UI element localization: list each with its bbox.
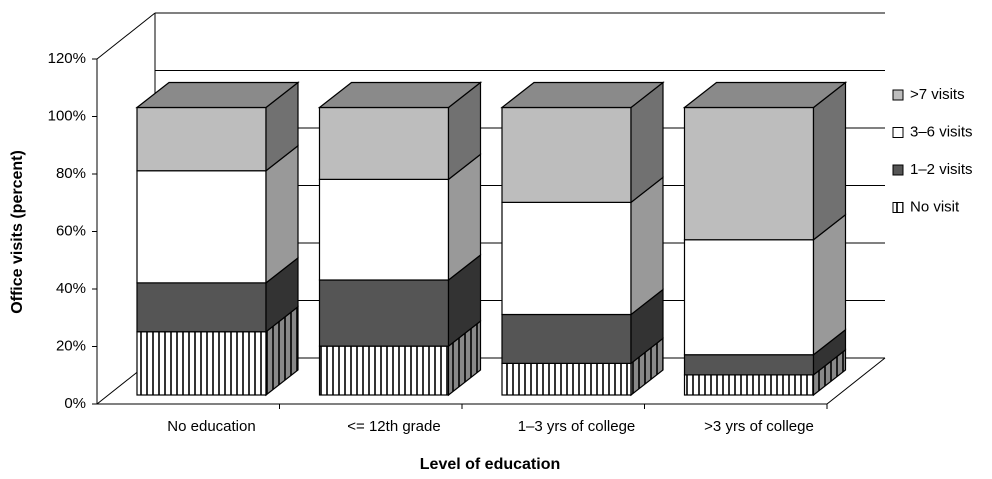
x-tick-label: <= 12th grade bbox=[347, 418, 440, 435]
bar-segment bbox=[501, 313, 632, 364]
floor-right bbox=[826, 357, 886, 405]
bar-top bbox=[135, 81, 300, 109]
y-tick-label: 60% bbox=[56, 222, 86, 239]
y-tick-label: 20% bbox=[56, 337, 86, 354]
x-axis-title: Level of education bbox=[420, 456, 560, 473]
legend-swatch bbox=[892, 202, 904, 213]
bar-segment bbox=[318, 345, 450, 396]
bar-segment bbox=[501, 106, 632, 203]
legend-label: 3–6 visits bbox=[910, 123, 973, 140]
x-tick-label: 1–3 yrs of college bbox=[518, 418, 636, 435]
wall-diagonal bbox=[96, 12, 156, 60]
legend-swatch bbox=[892, 127, 904, 138]
legend-swatch bbox=[892, 89, 904, 101]
bar-segment bbox=[501, 201, 632, 316]
bar-segment bbox=[318, 106, 450, 180]
bar-segment bbox=[136, 331, 267, 396]
bar-side bbox=[812, 81, 847, 241]
bar-segment bbox=[501, 362, 632, 396]
y-tick-label: 80% bbox=[56, 165, 86, 182]
bar-segment bbox=[318, 279, 450, 347]
bars: No education <= 12th grade 1–3 yrs of coll… bbox=[135, 81, 848, 435]
bar-segment bbox=[683, 354, 815, 376]
bar-segment bbox=[136, 282, 267, 333]
bar-segment bbox=[683, 239, 815, 356]
y-axis-title: Office visits (percent) bbox=[9, 150, 26, 314]
bar-top bbox=[317, 81, 483, 109]
y-tick-label: 0% bbox=[64, 395, 86, 412]
y-tick-label: 100% bbox=[48, 107, 86, 124]
x-tick-label: No education bbox=[167, 418, 255, 435]
bar-segment bbox=[683, 106, 815, 241]
x-tick-label: >3 yrs of college bbox=[704, 418, 814, 435]
bar-segment bbox=[318, 178, 450, 281]
legend-label: >7 visits bbox=[910, 86, 965, 103]
legend-label: 1–2 visits bbox=[910, 161, 973, 178]
legend-swatch bbox=[892, 164, 904, 176]
y-tick-label: 40% bbox=[56, 280, 86, 297]
bar-segment bbox=[683, 374, 815, 396]
legend-label: No visit bbox=[910, 198, 960, 215]
y-tick-label: 120% bbox=[48, 50, 86, 67]
bar-segment bbox=[136, 170, 267, 284]
bar-segment bbox=[136, 106, 267, 172]
bar-top bbox=[500, 81, 665, 109]
bar-top bbox=[682, 81, 848, 109]
